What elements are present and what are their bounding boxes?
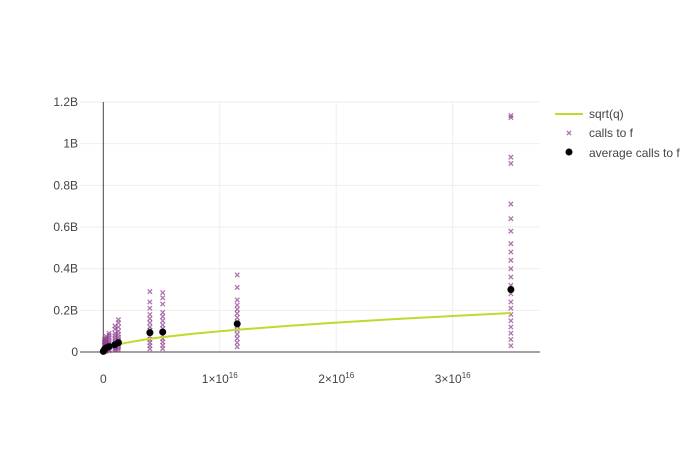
calls-to-f-point <box>148 306 152 310</box>
calls-to-f-point <box>148 321 152 325</box>
calls-to-f-point <box>509 155 513 159</box>
legend-average-calls-swatch <box>566 149 573 156</box>
calls-to-f-point <box>160 302 164 306</box>
y-tick-label: 0 <box>71 345 78 359</box>
calls-to-f-point <box>235 298 239 302</box>
calls-to-f-point <box>235 311 239 315</box>
calls-to-f-point <box>509 161 513 165</box>
calls-to-f-point <box>509 325 513 329</box>
calls-to-f-point <box>235 332 239 336</box>
legend-sqrt-q-label: sqrt(q) <box>589 107 624 121</box>
calls-to-f-point <box>148 312 152 316</box>
legend-calls-to-f-swatch <box>567 131 571 135</box>
calls-to-f-point <box>160 319 164 323</box>
calls-to-f-point <box>509 202 513 206</box>
y-tick-label: 1B <box>63 137 78 151</box>
calls-to-f-point <box>148 300 152 304</box>
calls-to-f-point <box>509 344 513 348</box>
average-calls-to-f-point <box>115 339 122 346</box>
calls-to-f-point <box>509 241 513 245</box>
legend-calls-to-f-label: calls to f <box>589 126 634 140</box>
y-tick-label: 0.4B <box>53 262 78 276</box>
calls-to-f-point <box>160 290 164 294</box>
x-tick-label: 2×1016 <box>318 371 354 386</box>
calls-to-f-point <box>235 340 239 344</box>
calls-to-f-point <box>235 336 239 340</box>
calls-to-f-point <box>160 323 164 327</box>
average-calls-to-f-point <box>507 286 514 293</box>
calls-to-f-point <box>116 318 120 322</box>
calls-to-f-point <box>235 303 239 307</box>
calls-to-f-point <box>509 275 513 279</box>
calls-to-f-point <box>235 345 239 349</box>
y-tick-label: 0.6B <box>53 220 78 234</box>
y-tick-label: 1.2B <box>53 95 78 109</box>
calls-to-f-point <box>235 315 239 319</box>
calls-to-f-point <box>148 289 152 293</box>
calls-to-f-point <box>148 325 152 329</box>
calls-to-f-point <box>509 258 513 262</box>
calls-to-f-point <box>235 285 239 289</box>
y-tick-label: 0.8B <box>53 178 78 192</box>
calls-to-f-point <box>148 316 152 320</box>
x-tick-label: 0 <box>100 372 107 386</box>
calls-to-f-point <box>509 250 513 254</box>
average-calls-to-f-point <box>146 329 153 336</box>
calls-to-f-point <box>509 337 513 341</box>
x-tick-label: 3×1016 <box>435 371 471 386</box>
x-tick-label: 1×1016 <box>202 371 238 386</box>
legend-average-calls-label: average calls to f <box>589 146 680 160</box>
calls-to-f-point <box>160 310 164 314</box>
calls-to-f-point <box>509 306 513 310</box>
calls-to-f-point <box>160 314 164 318</box>
average-calls-to-f-point <box>159 329 166 336</box>
calls-to-f-point <box>509 331 513 335</box>
legend: sqrt(q) calls to f average calls to f <box>555 107 680 160</box>
calls-to-f-point <box>509 319 513 323</box>
y-tick-label: 0.2B <box>53 303 78 317</box>
calls-to-f-point <box>509 216 513 220</box>
calls-to-f-point <box>235 273 239 277</box>
average-calls-to-f-point <box>234 320 241 327</box>
calls-to-f-point <box>509 300 513 304</box>
calls-to-f-point <box>160 296 164 300</box>
calls-to-f-point <box>509 229 513 233</box>
